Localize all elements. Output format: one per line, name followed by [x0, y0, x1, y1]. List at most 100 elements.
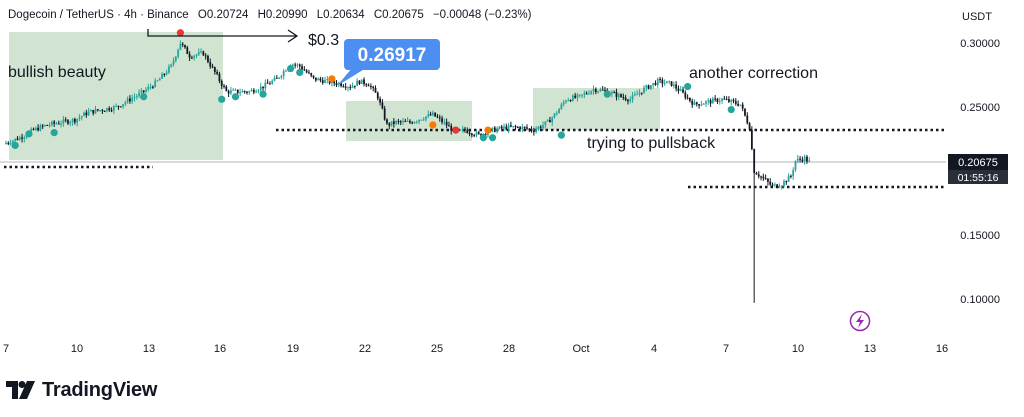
candle-body	[767, 178, 769, 182]
candle-body	[571, 95, 574, 101]
annotation-bullish: bullish beauty	[8, 64, 106, 81]
candle-body	[257, 90, 260, 92]
candle-body	[516, 127, 519, 129]
candle-body	[422, 119, 425, 121]
candle-body	[475, 132, 478, 136]
candle-body	[507, 125, 510, 130]
target-arrow	[147, 29, 296, 37]
candle-body	[645, 85, 648, 88]
candle-body	[129, 98, 131, 102]
candle-body	[764, 178, 767, 180]
candle-body	[569, 100, 572, 102]
candle-body	[135, 95, 138, 97]
candle-body	[562, 102, 565, 105]
candle-body	[656, 78, 659, 85]
candle-body	[48, 124, 51, 126]
candle-body	[698, 104, 700, 106]
signal-marker	[218, 95, 226, 103]
candle-body	[262, 86, 264, 89]
candle-body	[76, 118, 79, 123]
candle-body	[718, 100, 721, 102]
candle-body	[737, 103, 740, 106]
candle-body	[379, 98, 381, 103]
candle-body	[291, 64, 294, 66]
candle-body	[418, 119, 420, 122]
candle-body	[803, 156, 806, 162]
tradingview-logo[interactable]: TradingView	[6, 376, 157, 404]
candle-body	[448, 125, 450, 127]
candle-body	[124, 102, 127, 105]
highlight-box-rally	[9, 32, 223, 160]
candle-body	[11, 140, 14, 144]
candle-body	[207, 55, 209, 63]
x-tick-label: 4	[651, 343, 657, 355]
candle-body	[296, 64, 299, 66]
x-tick-label: 7	[3, 343, 9, 355]
time-axis[interactable]: 7 10 13 16 19 22 25 28 Oct 4 7 10 13 16	[3, 343, 948, 355]
candle-body	[721, 98, 723, 101]
candle-body	[312, 75, 315, 78]
candle-body	[730, 99, 733, 102]
candle-body	[62, 119, 65, 124]
candle-body	[236, 89, 239, 93]
candle-body	[372, 86, 375, 89]
candle-body	[285, 70, 287, 72]
candle-body	[411, 122, 414, 124]
candle-body	[71, 119, 74, 123]
candle-body	[627, 99, 629, 102]
candle-body	[700, 104, 703, 106]
candle-body	[542, 125, 544, 128]
candle-body	[367, 85, 370, 87]
signal-marker	[603, 90, 611, 98]
candle-body	[94, 109, 97, 114]
candle-body	[778, 186, 781, 188]
candle-body	[319, 78, 322, 81]
candle-body	[55, 123, 58, 125]
x-tick-label: 16	[936, 343, 948, 355]
candle-body	[769, 181, 772, 185]
candle-body	[53, 121, 56, 124]
lightning-icon[interactable]	[849, 310, 871, 332]
candle-body	[555, 113, 558, 115]
signal-marker	[479, 134, 487, 142]
candle-body	[744, 108, 746, 116]
x-tick-label: Oct	[572, 343, 589, 355]
candle-body	[425, 116, 427, 120]
candle-body	[138, 92, 141, 96]
price-chart[interactable]: 0.26917 bullish beauty $0.3 trying to pu…	[0, 0, 1024, 370]
candle-body	[241, 91, 244, 93]
candle-body	[546, 119, 549, 122]
annotation-target: $0.3	[308, 32, 339, 49]
candle-body	[801, 159, 804, 162]
signal-marker	[50, 129, 58, 137]
candle-body	[363, 79, 365, 85]
signal-marker	[140, 93, 148, 101]
candle-body	[604, 90, 606, 92]
candle-body	[266, 82, 269, 84]
candle-body	[459, 129, 462, 131]
candle-body	[581, 94, 583, 96]
candle-body	[5, 142, 7, 145]
candle-body	[649, 85, 652, 89]
candle-body	[365, 84, 368, 86]
price-callout[interactable]: 0.26917	[337, 39, 440, 86]
signal-marker	[328, 75, 336, 83]
candle-body	[413, 121, 416, 124]
candle-body	[351, 85, 354, 88]
candle-body	[695, 102, 698, 105]
candle-body	[181, 43, 184, 45]
annotation-correction: another correction	[689, 65, 818, 82]
candle-body	[252, 89, 255, 93]
candle-body	[714, 98, 717, 100]
candle-body	[60, 123, 62, 125]
candle-body	[250, 89, 253, 92]
candle-body	[431, 112, 434, 116]
candle-body	[308, 72, 310, 74]
candle-body	[668, 81, 671, 83]
candle-body	[594, 89, 597, 93]
candle-body	[110, 110, 113, 112]
price-axis[interactable]: USDT 0.300000.250000.200000.150000.10000…	[948, 11, 1008, 306]
x-tick-label: 10	[71, 343, 83, 355]
countdown-badge	[948, 170, 1008, 184]
candle-body	[163, 73, 166, 75]
